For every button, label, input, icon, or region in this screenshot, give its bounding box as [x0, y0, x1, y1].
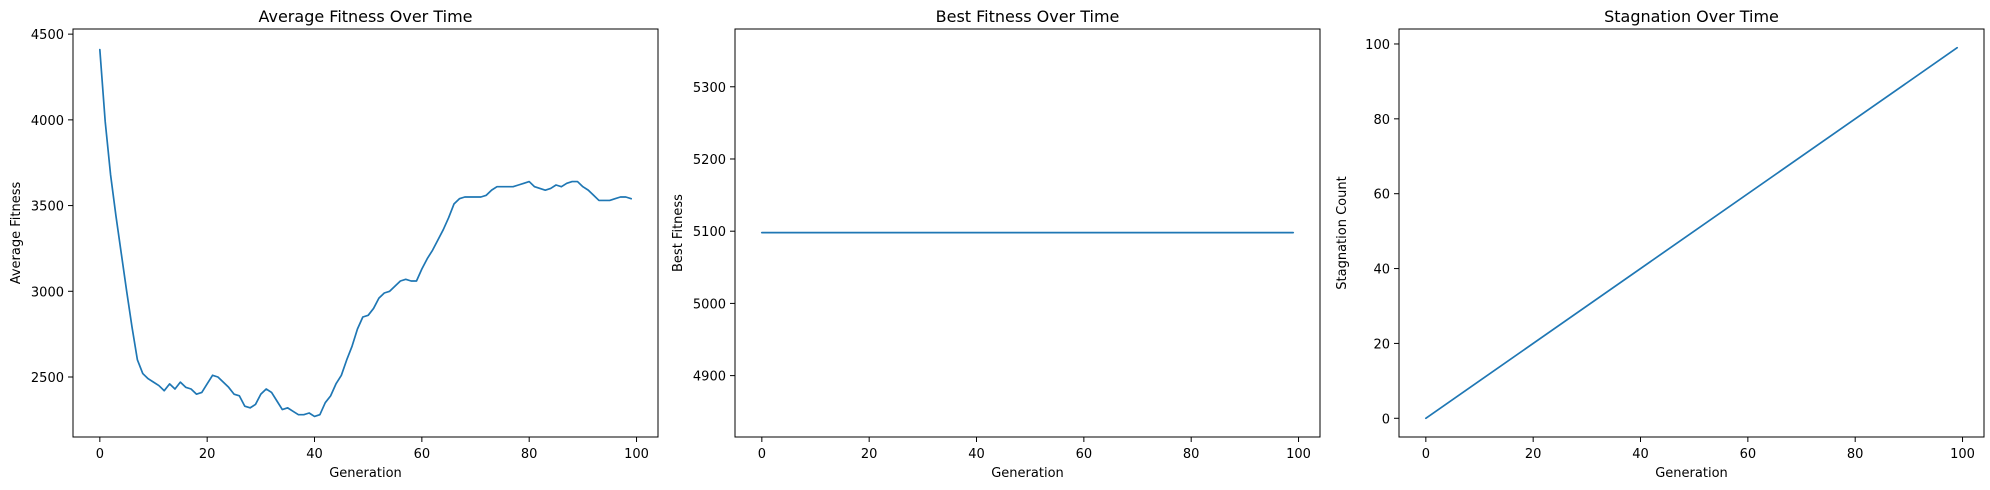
x-axis-label: Generation: [991, 466, 1064, 481]
x-tick-label: 60: [414, 447, 431, 462]
y-axis-label: Best Fitness: [671, 194, 686, 272]
x-tick-label: 40: [1632, 447, 1649, 462]
x-tick-label: 100: [1950, 447, 1975, 462]
x-tick-label: 80: [1847, 447, 1864, 462]
y-tick-label: 80: [1373, 113, 1390, 128]
y-tick-label: 4000: [31, 114, 64, 129]
y-axis-label: Average Fitness: [9, 182, 24, 285]
chart-title: Stagnation Over Time: [1604, 7, 1779, 26]
plot-frame: [1398, 28, 1985, 438]
x-tick-label: 80: [521, 447, 538, 462]
chart-title: Best Fitness Over Time: [936, 7, 1120, 26]
series-line-1: [98, 48, 633, 418]
y-tick-label: 4900: [693, 370, 726, 385]
y-tick-label: 2500: [31, 371, 64, 386]
y-tick-label: 3500: [31, 200, 64, 215]
x-tick-label: 20: [199, 447, 216, 462]
y-tick-label: 5200: [693, 153, 726, 168]
chart-title: Average Fitness Over Time: [258, 7, 472, 26]
y-tick-label: 20: [1373, 337, 1390, 352]
x-tick-label: 20: [861, 447, 878, 462]
chart-2: 0 20 40 60 80 100 4900 5000 5100 5200 5300 Best Fit…: [671, 7, 1321, 481]
x-tick-label: 60: [1740, 447, 1757, 462]
plot-frame: [72, 28, 659, 438]
y-axis-label: Stagnation Count: [1335, 176, 1350, 289]
series-line-1: [1424, 46, 1959, 420]
x-axis-label: Generation: [329, 466, 402, 481]
x-tick-label: 40: [306, 447, 323, 462]
y-tick-label: 100: [1365, 38, 1390, 53]
y-tick-label: 5000: [693, 297, 726, 312]
y-tick-label: 60: [1373, 188, 1390, 203]
x-tick-label: 0: [758, 447, 766, 462]
y-tick-label: 4500: [31, 28, 64, 43]
x-tick-label: 100: [1286, 447, 1311, 462]
y-tick-label: 5100: [693, 225, 726, 240]
x-tick-label: 80: [1183, 447, 1200, 462]
x-tick-label: 100: [624, 447, 649, 462]
x-tick-label: 60: [1076, 447, 1093, 462]
chart-3: 0 20 40 60 80 100 0 20 40 60 80 100 Stagnation Over …: [1335, 7, 1985, 481]
y-tick-label: 0: [1382, 412, 1390, 427]
x-tick-label: 0: [96, 447, 104, 462]
y-tick-label: 3000: [31, 285, 64, 300]
x-tick-label: 20: [1525, 447, 1542, 462]
x-axis-label: Generation: [1655, 466, 1728, 481]
y-tick-label: 40: [1373, 263, 1390, 278]
y-tick-label: 5300: [693, 81, 726, 96]
chart-1: 0 20 40 60 80 100 2500 3000 3500 4000 4500 Average …: [9, 7, 659, 481]
plot-frame: [734, 28, 1321, 438]
x-tick-label: 40: [968, 447, 985, 462]
x-tick-label: 0: [1422, 447, 1430, 462]
